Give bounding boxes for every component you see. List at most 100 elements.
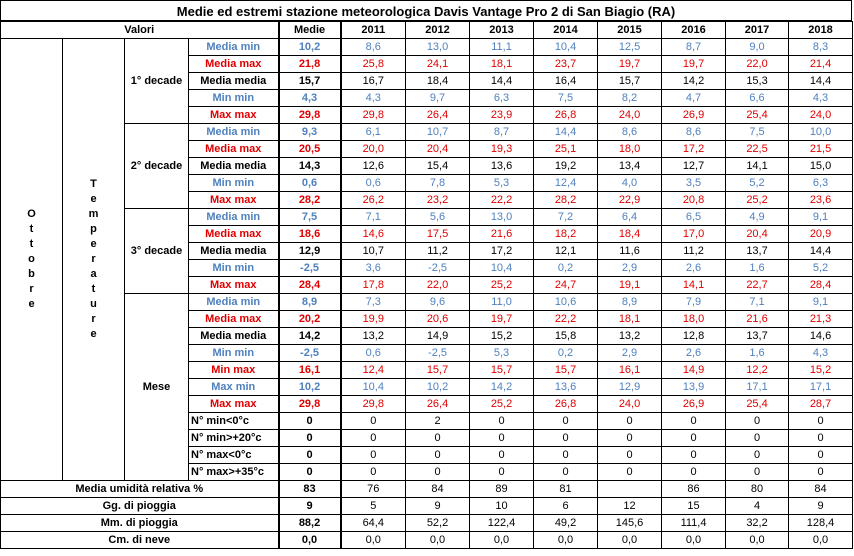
year-value: 9,1 [788,293,854,311]
year-value: 25,2 [469,395,535,413]
year-value: 22,0 [725,55,790,73]
row-label: Media max [187,140,280,158]
row-media: 20,5 [277,140,342,158]
summary-value: 12 [597,497,663,515]
year-value: 21,6 [725,310,790,328]
year-value: 13,6 [533,378,599,396]
year-value: 22,5 [725,140,790,158]
summary-label: Gg. di pioggia [0,497,280,515]
year-value: 19,7 [469,310,535,328]
table-row: 3° decade Media min 7,5 7,1 5,6 13,0 7,2 6,4 6,5… [1,208,854,294]
year-value: 0 [661,463,727,481]
table-row: Mese Media min 8,9 7,3 9,6 11,0 10,6 8,9 7,9 7,1 9… [1,293,854,481]
temperature-letter: t [91,283,96,295]
year-value: 2,9 [597,259,663,277]
year-value: 18,4 [405,72,471,90]
row-media: 7,5 [277,208,342,226]
row-media: 0,6 [277,174,342,192]
year-value: 13,2 [597,327,663,345]
year-value: 0 [725,412,790,430]
table-row: Media media 14,2 13,2 14,9 15,2 15,8 13,2 12,8 1… [1,327,854,345]
year-value: 6,6 [725,89,790,107]
year-value: 18,1 [597,310,663,328]
year-value: 10,7 [340,242,407,260]
row-media: 18,6 [277,225,342,243]
row-media: -2,5 [277,344,342,362]
year-value: 6,3 [788,174,854,192]
year-value: 26,4 [405,395,471,413]
year-value: 7,8 [405,174,471,192]
row-media: 28,4 [277,276,342,294]
year-value: 10,0 [788,123,854,141]
year-value: 13,7 [725,242,790,260]
decade-label: 1° decade [124,38,189,124]
year-value: 3,5 [661,174,727,192]
year-value: 26,8 [533,395,599,413]
temperature-letter: T [90,178,97,190]
year-value: 18,4 [597,225,663,243]
year-value: 14,6 [340,225,407,243]
year-value: 13,6 [469,157,535,175]
row-media: 10,2 [277,38,342,56]
year-value: 13,2 [340,327,407,345]
row-label: Media max [187,310,280,328]
row-media: 28,2 [277,191,342,209]
row-label: Min min [187,89,280,107]
year-value: -2,5 [405,344,471,362]
year-value: 20,8 [661,191,727,209]
summary-value: 15 [661,497,727,515]
row-label: Max max [187,276,280,294]
summary-value: 0,0 [597,531,663,549]
row-label: Max max [187,395,280,413]
table-row: N° max<0°c 0 0 0 0 0 0 0 0 0 [1,446,854,464]
row-label: Max max [187,106,280,124]
year-value: 25,2 [725,191,790,209]
year-value: 24,0 [788,106,854,124]
summary-row: Media umidità relativa % 83 76 84 89 81 86 80 84 [0,480,854,498]
header-medie: Medie [277,21,342,39]
year-value: 0 [340,412,407,430]
row-label: Min max [187,361,280,379]
year-value: 4,3 [788,89,854,107]
header-year: 2013 [469,21,535,39]
year-value: 12,5 [597,38,663,56]
year-value: 5,2 [788,259,854,277]
year-value: 0 [597,412,663,430]
year-value: 9,6 [405,293,471,311]
year-value: 23,7 [533,55,599,73]
year-value: 0 [469,412,535,430]
row-media: 9,3 [277,123,342,141]
table-row: Media max 20,2 19,9 20,6 19,7 22,2 18,1 18,0 21,… [1,310,854,328]
year-value: 14,4 [788,72,854,90]
summary-value: 4 [725,497,790,515]
summary-value: 86 [661,480,727,498]
summary-value: 0,0 [533,531,599,549]
summary-row: Gg. di pioggia 9 5 9 10 6 12 15 4 9 [0,497,854,515]
summary-value: 10 [469,497,535,515]
year-value: 0 [725,463,790,481]
year-value: 0 [661,412,727,430]
year-value: 15,3 [725,72,790,90]
summary-value: 0,0 [340,531,407,549]
row-label: Media min [187,123,280,141]
year-value: 21,4 [788,55,854,73]
year-value: 0 [725,429,790,447]
year-value: 17,8 [340,276,407,294]
year-value: 13,7 [725,327,790,345]
summary-value: 6 [533,497,599,515]
year-value: 11,2 [405,242,471,260]
year-value: 25,4 [725,106,790,124]
summary-row: Mm. di pioggia 88,2 64,4 52,2 122,4 49,2 145,6… [0,514,854,532]
year-value: 10,4 [340,378,407,396]
table-row: Min min -2,5 0,6 -2,5 5,3 0,2 2,9 2,6 1,6 4,3 [1,344,854,362]
year-value: 14,4 [469,72,535,90]
row-label: Media min [187,208,280,226]
year-value: 9,0 [725,38,790,56]
table-row: N° min>+20°c 0 0 0 0 0 0 0 0 0 [1,429,854,447]
year-value: 13,9 [661,378,727,396]
year-value: 7,2 [533,208,599,226]
year-value: 28,7 [788,395,854,413]
year-value: 22,7 [725,276,790,294]
temperature-letter: e [90,193,97,205]
row-label: Min min [187,344,280,362]
